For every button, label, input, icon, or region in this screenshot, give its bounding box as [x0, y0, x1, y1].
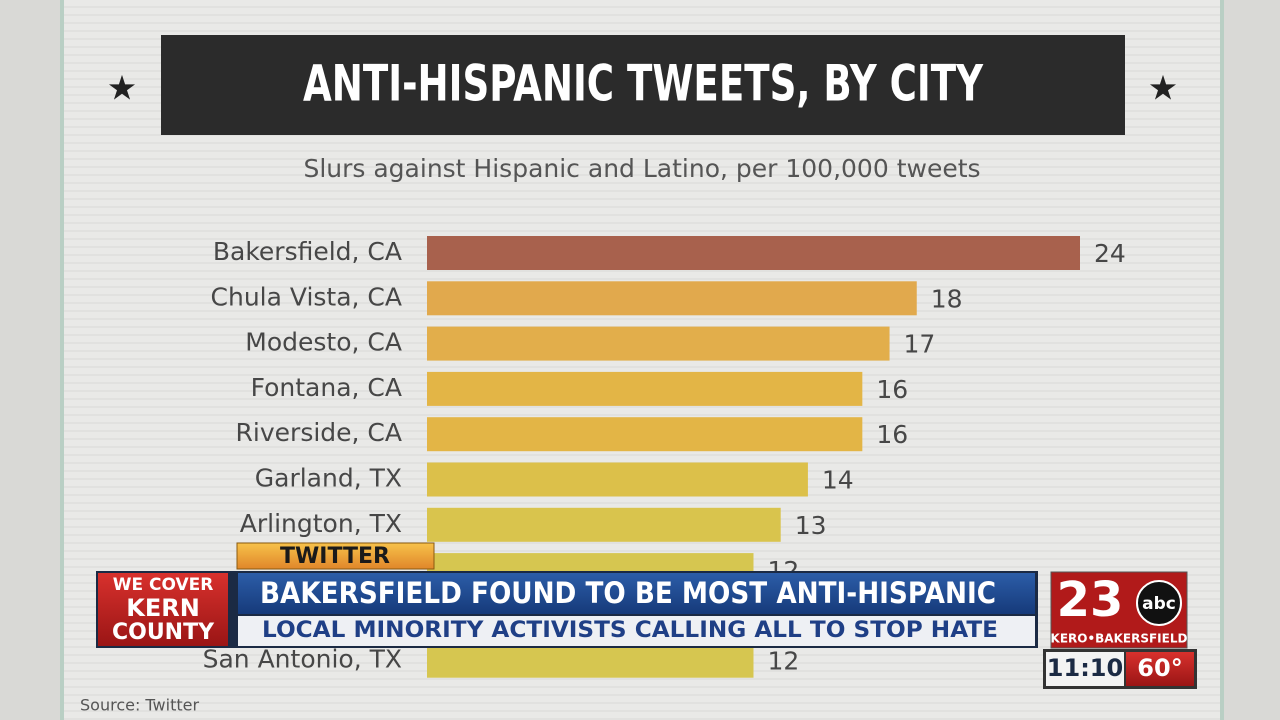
- star: ★: [107, 69, 137, 109]
- temperature: 60°: [1137, 654, 1182, 682]
- bar: [427, 281, 917, 316]
- temp-box: [1126, 652, 1194, 686]
- promo: KERN: [126, 594, 200, 622]
- category-label: Chula Vista, CA: [211, 282, 402, 311]
- value-label: 12: [768, 647, 800, 676]
- value-label: 24: [1094, 239, 1126, 268]
- subheadline-box: [238, 616, 1035, 646]
- value-label: 13: [795, 511, 827, 540]
- value-label: 17: [904, 330, 936, 359]
- category-label: San Antonio, TX: [203, 645, 402, 674]
- value-label: 16: [876, 375, 908, 404]
- category-label: Riverside, CA: [236, 418, 402, 447]
- lower-third: TWITTER WE COVER KERN COUNTY BAKERSFIELD…: [96, 542, 1197, 689]
- bar: [427, 236, 1080, 270]
- chart-subtitle: Slurs against Hispanic and Latino, per 1…: [303, 154, 980, 183]
- time: 11:10: [1047, 654, 1123, 682]
- category-label: Arlington, TX: [240, 509, 402, 538]
- category-label: Bakersfield, CA: [213, 237, 402, 266]
- bar: [427, 507, 781, 542]
- category-label: Garland, TX: [255, 464, 402, 493]
- value-label: 18: [931, 284, 963, 313]
- value-label: 16: [876, 420, 908, 449]
- promo: COUNTY: [112, 620, 215, 645]
- promo: WE COVER: [113, 575, 214, 595]
- tag: TWITTER: [280, 544, 390, 569]
- bar: [427, 417, 863, 452]
- bars: Bakersfield, CA 24 Chula Vista, CA 18 Modest…: [203, 236, 1126, 678]
- category-label: Fontana, CA: [251, 373, 402, 402]
- subheadline: LOCAL MINORITY ACTIVISTS CALLING ALL TO …: [262, 618, 998, 643]
- category-label: Modesto, CA: [245, 328, 402, 357]
- star: ★: [1148, 69, 1178, 109]
- value-label: 14: [822, 466, 854, 495]
- abc-badge: [1136, 580, 1182, 626]
- tag-box: [236, 542, 435, 570]
- station: KERO•BAKERSFIELD: [1051, 632, 1188, 646]
- source: Source: Twitter: [80, 696, 199, 715]
- network: abc: [1142, 594, 1176, 614]
- logo-number: 23: [1057, 572, 1124, 628]
- chart-title: ANTI-HISPANIC TWEETS, BY CITY: [303, 55, 984, 113]
- bar: [427, 462, 808, 497]
- bar: [427, 643, 754, 678]
- bar: [427, 371, 863, 406]
- headline-box: [238, 573, 1035, 614]
- promo-box: [98, 573, 228, 646]
- headline: BAKERSFIELD FOUND TO BE MOST ANTI-HISPAN…: [260, 576, 996, 610]
- bar: [427, 326, 890, 361]
- title-box: [161, 35, 1125, 135]
- time-box: [1046, 652, 1124, 686]
